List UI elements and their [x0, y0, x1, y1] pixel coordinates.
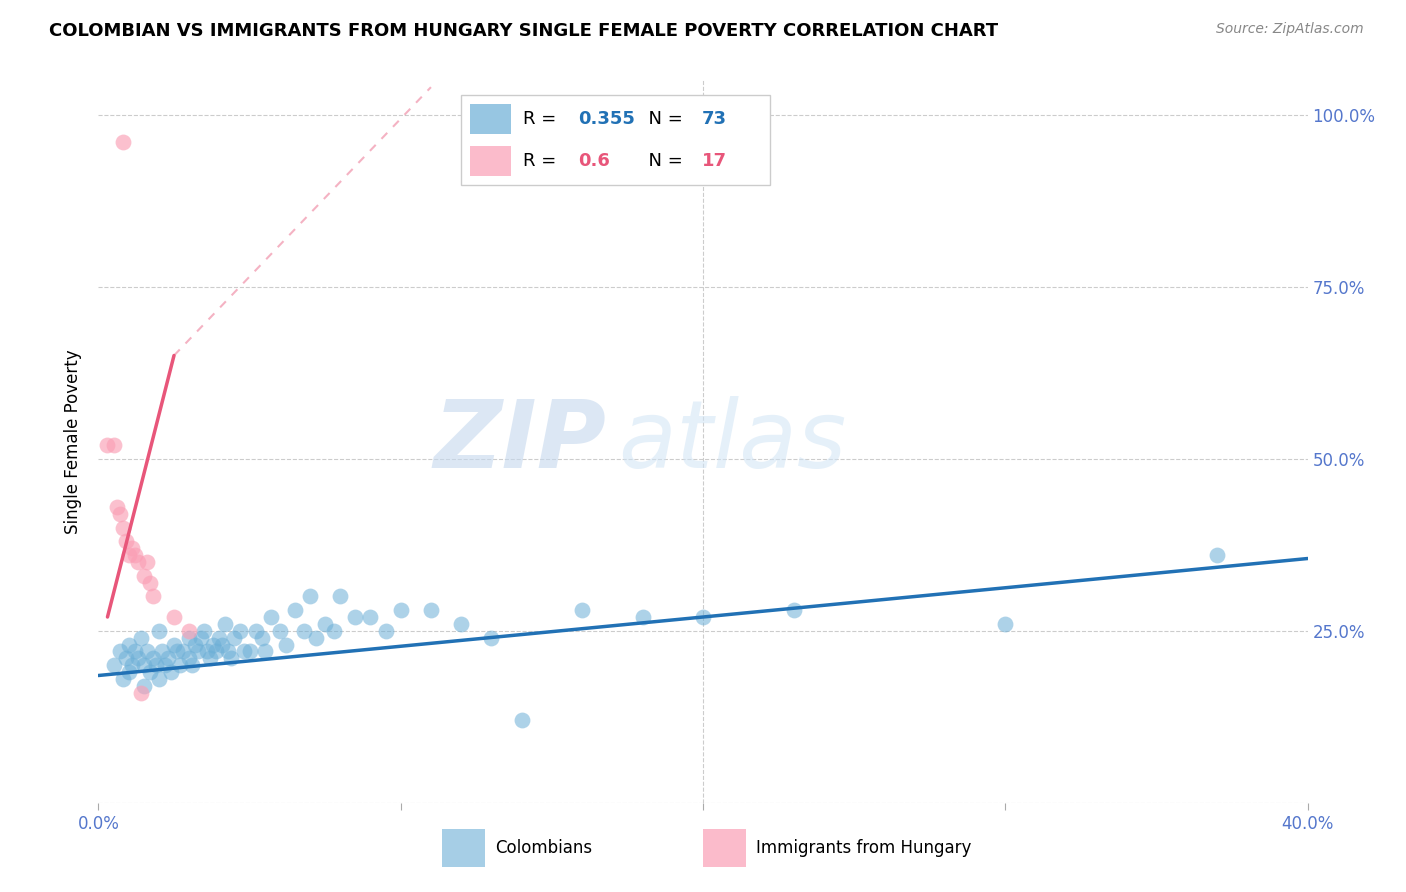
- Point: [250, 631, 273, 645]
- Point: [344, 610, 367, 624]
- Point: [221, 651, 243, 665]
- Point: [105, 500, 128, 514]
- Point: [239, 644, 262, 658]
- Point: [132, 679, 155, 693]
- Point: [124, 644, 146, 658]
- Point: [172, 644, 194, 658]
- Point: [214, 616, 236, 631]
- Point: [142, 590, 165, 604]
- Point: [129, 686, 152, 700]
- Point: [139, 575, 162, 590]
- Point: [692, 610, 714, 624]
- Y-axis label: Single Female Poverty: Single Female Poverty: [65, 350, 83, 533]
- Point: [96, 438, 118, 452]
- Point: [783, 603, 806, 617]
- Point: [111, 672, 134, 686]
- Point: [205, 644, 228, 658]
- Point: [179, 631, 201, 645]
- Point: [139, 665, 162, 679]
- Point: [193, 624, 215, 638]
- Text: Source: ZipAtlas.com: Source: ZipAtlas.com: [1216, 22, 1364, 37]
- Point: [127, 651, 149, 665]
- Point: [211, 638, 233, 652]
- Point: [292, 624, 315, 638]
- Point: [163, 638, 186, 652]
- Point: [481, 631, 503, 645]
- Point: [148, 624, 170, 638]
- Point: [111, 135, 134, 149]
- Point: [284, 603, 307, 617]
- Point: [135, 644, 157, 658]
- Point: [329, 590, 352, 604]
- Point: [163, 610, 186, 624]
- Point: [114, 651, 136, 665]
- Point: [108, 644, 131, 658]
- Point: [374, 624, 396, 638]
- Point: [253, 644, 276, 658]
- Point: [103, 438, 125, 452]
- Point: [145, 658, 167, 673]
- Point: [245, 624, 267, 638]
- Text: COLOMBIAN VS IMMIGRANTS FROM HUNGARY SINGLE FEMALE POVERTY CORRELATION CHART: COLOMBIAN VS IMMIGRANTS FROM HUNGARY SIN…: [49, 22, 998, 40]
- Point: [232, 644, 254, 658]
- Point: [150, 644, 173, 658]
- Point: [169, 658, 191, 673]
- Point: [208, 631, 231, 645]
- Point: [217, 644, 239, 658]
- Point: [184, 638, 207, 652]
- Point: [118, 638, 141, 652]
- Point: [1206, 548, 1229, 562]
- Point: [111, 520, 134, 534]
- Point: [190, 631, 212, 645]
- Point: [108, 507, 131, 521]
- Point: [124, 548, 146, 562]
- Point: [420, 603, 443, 617]
- Point: [224, 631, 246, 645]
- Point: [121, 541, 143, 556]
- Text: ZIP: ZIP: [433, 395, 606, 488]
- Point: [994, 616, 1017, 631]
- Point: [156, 651, 179, 665]
- Point: [135, 555, 157, 569]
- Point: [179, 651, 201, 665]
- Point: [360, 610, 382, 624]
- Point: [129, 631, 152, 645]
- Point: [118, 548, 141, 562]
- Point: [181, 658, 204, 673]
- Point: [153, 658, 176, 673]
- Point: [229, 624, 252, 638]
- Text: atlas: atlas: [619, 396, 846, 487]
- Point: [631, 610, 654, 624]
- Point: [127, 555, 149, 569]
- Point: [166, 644, 188, 658]
- Point: [148, 672, 170, 686]
- Point: [142, 651, 165, 665]
- Point: [195, 644, 218, 658]
- Point: [260, 610, 283, 624]
- Point: [187, 644, 209, 658]
- Point: [389, 603, 412, 617]
- Point: [121, 658, 143, 673]
- Point: [305, 631, 328, 645]
- Point: [160, 665, 183, 679]
- Point: [103, 658, 125, 673]
- Point: [510, 713, 533, 727]
- Point: [202, 638, 225, 652]
- Point: [114, 534, 136, 549]
- Point: [118, 665, 141, 679]
- Point: [274, 638, 297, 652]
- Point: [299, 590, 322, 604]
- Point: [323, 624, 346, 638]
- Point: [179, 624, 201, 638]
- Point: [132, 658, 155, 673]
- Point: [269, 624, 291, 638]
- Point: [314, 616, 336, 631]
- Point: [571, 603, 593, 617]
- Point: [450, 616, 472, 631]
- Point: [200, 651, 222, 665]
- Point: [132, 568, 155, 582]
